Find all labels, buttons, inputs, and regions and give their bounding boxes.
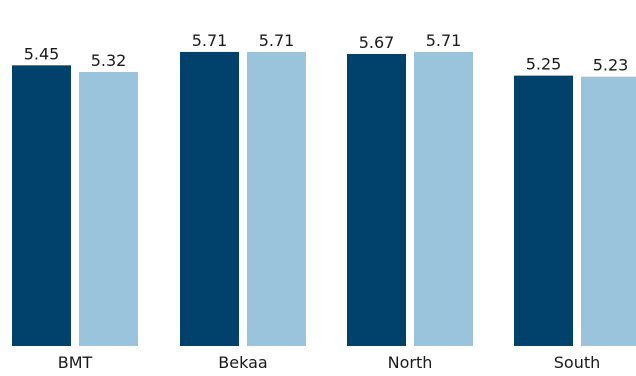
category-labels: BMT Bekaa North South [58, 353, 601, 372]
category-label-south: South [554, 353, 601, 372]
bar-north-series-1 [347, 53, 406, 347]
value-label-bmt-series-2: 5.32 [91, 51, 127, 70]
value-label-bmt-series-1: 5.45 [24, 44, 60, 63]
bar-south-series-2 [581, 76, 636, 346]
value-label-bekaa-series-1: 5.71 [192, 31, 228, 50]
bar-bekaa-series-1 [180, 51, 239, 347]
bar-bmt-series-1 [12, 65, 71, 346]
bar-bekaa-series-2 [247, 51, 306, 347]
bar-bmt-series-2 [79, 72, 138, 347]
value-label-south-series-2: 5.23 [593, 56, 629, 75]
value-label-bekaa-series-2: 5.71 [259, 31, 295, 50]
category-label-bekaa: Bekaa [218, 353, 267, 372]
category-label-bmt: BMT [58, 353, 93, 372]
value-label-north-series-1: 5.67 [359, 33, 395, 52]
value-label-south-series-1: 5.25 [526, 55, 562, 74]
category-label-north: North [388, 353, 433, 372]
bar-south-series-1 [514, 75, 573, 346]
value-labels: 5.45 5.32 5.71 5.71 5.67 5.71 5.25 5.23 [24, 31, 629, 75]
value-label-north-series-2: 5.71 [426, 31, 462, 50]
bars [12, 51, 636, 347]
bar-north-series-2 [414, 51, 473, 347]
